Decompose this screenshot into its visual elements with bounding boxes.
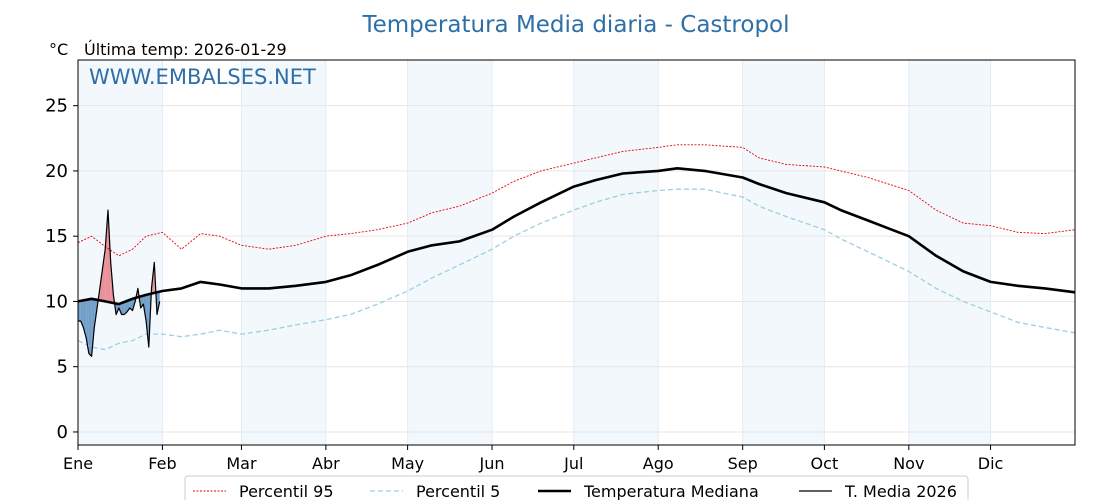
series-line-t-media-2026 bbox=[78, 209, 161, 357]
x-tick-label: Ago bbox=[643, 454, 674, 473]
month-band bbox=[742, 60, 825, 445]
y-unit-label: °C bbox=[49, 40, 68, 59]
anomaly-fill-segment bbox=[91, 298, 95, 357]
anomaly-fill-segment bbox=[124, 300, 128, 315]
series-line-percentil-5 bbox=[77, 188, 1076, 351]
y-tick-label: 15 bbox=[45, 226, 68, 247]
month-band bbox=[908, 60, 991, 445]
y-axis-ticks: 0 5 10 15 20 25 bbox=[45, 96, 78, 443]
month-band bbox=[407, 60, 493, 445]
x-axis-ticks: Ene Feb Mar Abr May Jun Jul Ago Sep Oct Nov Dic bbox=[63, 445, 1003, 473]
last-temp-label: Última temp: 2026-01-29 bbox=[84, 40, 287, 59]
month-band bbox=[78, 60, 163, 445]
chart-title: Temperatura Media diaria - Castropol bbox=[361, 12, 789, 38]
anomaly-fill-segment bbox=[105, 210, 108, 302]
watermark: WWW.EMBALSES.NET bbox=[89, 65, 316, 89]
x-tick-label: May bbox=[391, 454, 424, 473]
legend-label: T. Media 2026 bbox=[844, 482, 957, 500]
anomaly-fill-segment bbox=[88, 298, 92, 357]
anomaly-fill-segment bbox=[80, 300, 84, 328]
x-tick-label: Ene bbox=[63, 454, 93, 473]
anomaly-fill-segment bbox=[121, 301, 125, 315]
y-tick-label: 0 bbox=[57, 422, 68, 443]
x-tick-label: Dic bbox=[978, 454, 1004, 473]
plot-frame bbox=[77, 59, 1076, 446]
x-tick-label: Oct bbox=[811, 454, 839, 473]
anomaly-fill-segment bbox=[78, 300, 81, 322]
x-tick-label: Jun bbox=[479, 454, 505, 473]
month-band bbox=[241, 60, 326, 445]
anomaly-fill-segment bbox=[129, 298, 133, 311]
x-tick-label: Sep bbox=[728, 454, 758, 473]
legend-box bbox=[184, 475, 969, 500]
legend-label: Percentil 95 bbox=[239, 482, 334, 500]
series-line-percentil-95 bbox=[77, 144, 1076, 257]
x-tick-label: Jul bbox=[563, 454, 583, 473]
x-tick-label: Abr bbox=[312, 454, 340, 473]
month-band bbox=[573, 60, 659, 445]
y-tick-label: 5 bbox=[57, 357, 68, 378]
series-lines bbox=[77, 144, 1076, 357]
legend-label: Percentil 5 bbox=[416, 482, 500, 500]
x-tick-label: Feb bbox=[148, 454, 176, 473]
x-tick-label: Mar bbox=[226, 454, 257, 473]
legend-label: Temperatura Mediana bbox=[583, 482, 759, 500]
grid-lines bbox=[77, 60, 1075, 445]
series-line-temperatura-mediana bbox=[77, 167, 1076, 306]
month-bands bbox=[78, 60, 991, 445]
legend: Percentil 95 Percentil 5 Temperatura Media… bbox=[184, 475, 969, 500]
y-tick-label: 20 bbox=[45, 161, 68, 182]
y-tick-label: 25 bbox=[45, 96, 68, 117]
anomaly-fill-segment bbox=[102, 249, 106, 302]
y-tick-label: 10 bbox=[45, 291, 68, 312]
x-tick-label: Nov bbox=[893, 454, 924, 473]
